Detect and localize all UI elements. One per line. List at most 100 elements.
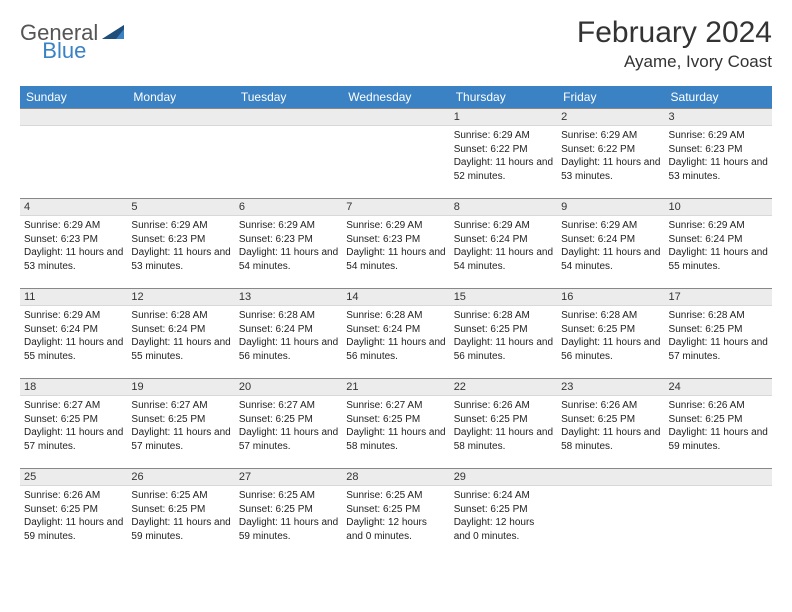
- day-number: 2: [557, 108, 664, 126]
- day-number: [665, 468, 772, 486]
- calendar-cell: 19Sunrise: 6:27 AMSunset: 6:25 PMDayligh…: [127, 378, 234, 468]
- sunrise-text: Sunrise: 6:29 AM: [24, 219, 123, 233]
- day-number: 22: [450, 378, 557, 396]
- day-content: Sunrise: 6:28 AMSunset: 6:24 PMDaylight:…: [342, 306, 449, 369]
- dayname-sun: Sunday: [20, 86, 127, 108]
- dayname-tue: Tuesday: [235, 86, 342, 108]
- day-number: 10: [665, 198, 772, 216]
- sunset-text: Sunset: 6:23 PM: [669, 143, 768, 157]
- sunset-text: Sunset: 6:25 PM: [239, 413, 338, 427]
- calendar-row: 11Sunrise: 6:29 AMSunset: 6:24 PMDayligh…: [20, 288, 772, 378]
- calendar-cell: 4Sunrise: 6:29 AMSunset: 6:23 PMDaylight…: [20, 198, 127, 288]
- sunrise-text: Sunrise: 6:28 AM: [669, 309, 768, 323]
- day-number: 20: [235, 378, 342, 396]
- daylight-text: Daylight: 11 hours and 53 minutes.: [669, 156, 768, 183]
- daylight-text: Daylight: 11 hours and 52 minutes.: [454, 156, 553, 183]
- daylight-text: Daylight: 11 hours and 57 minutes.: [669, 336, 768, 363]
- sunrise-text: Sunrise: 6:27 AM: [24, 399, 123, 413]
- calendar-table: Sunday Monday Tuesday Wednesday Thursday…: [20, 86, 772, 558]
- sunrise-text: Sunrise: 6:26 AM: [669, 399, 768, 413]
- daylight-text: Daylight: 11 hours and 58 minutes.: [561, 426, 660, 453]
- calendar-cell: 12Sunrise: 6:28 AMSunset: 6:24 PMDayligh…: [127, 288, 234, 378]
- day-content: Sunrise: 6:27 AMSunset: 6:25 PMDaylight:…: [20, 396, 127, 459]
- calendar-row: 25Sunrise: 6:26 AMSunset: 6:25 PMDayligh…: [20, 468, 772, 558]
- sunrise-text: Sunrise: 6:28 AM: [131, 309, 230, 323]
- calendar-cell: 1Sunrise: 6:29 AMSunset: 6:22 PMDaylight…: [450, 108, 557, 198]
- sunrise-text: Sunrise: 6:26 AM: [24, 489, 123, 503]
- sunset-text: Sunset: 6:23 PM: [239, 233, 338, 247]
- daylight-text: Daylight: 11 hours and 54 minutes.: [561, 246, 660, 273]
- day-number: 7: [342, 198, 449, 216]
- calendar-cell: 16Sunrise: 6:28 AMSunset: 6:25 PMDayligh…: [557, 288, 664, 378]
- day-content: Sunrise: 6:28 AMSunset: 6:24 PMDaylight:…: [127, 306, 234, 369]
- sunset-text: Sunset: 6:25 PM: [561, 413, 660, 427]
- daylight-text: Daylight: 11 hours and 54 minutes.: [239, 246, 338, 273]
- daylight-text: Daylight: 11 hours and 54 minutes.: [346, 246, 445, 273]
- location-label: Ayame, Ivory Coast: [577, 52, 772, 72]
- calendar-cell: 8Sunrise: 6:29 AMSunset: 6:24 PMDaylight…: [450, 198, 557, 288]
- sunset-text: Sunset: 6:25 PM: [131, 503, 230, 517]
- calendar-cell: 11Sunrise: 6:29 AMSunset: 6:24 PMDayligh…: [20, 288, 127, 378]
- sunrise-text: Sunrise: 6:29 AM: [669, 129, 768, 143]
- day-number: 27: [235, 468, 342, 486]
- day-content: Sunrise: 6:27 AMSunset: 6:25 PMDaylight:…: [127, 396, 234, 459]
- sunset-text: Sunset: 6:24 PM: [239, 323, 338, 337]
- sunrise-text: Sunrise: 6:25 AM: [239, 489, 338, 503]
- day-number: 28: [342, 468, 449, 486]
- day-content: Sunrise: 6:24 AMSunset: 6:25 PMDaylight:…: [450, 486, 557, 549]
- day-content: Sunrise: 6:26 AMSunset: 6:25 PMDaylight:…: [450, 396, 557, 459]
- calendar-cell: 24 Sunrise: 6:26 AMSunset: 6:25 PMDayligh…: [665, 378, 772, 468]
- sunset-text: Sunset: 6:25 PM: [131, 413, 230, 427]
- dayname-thu: Thursday: [450, 86, 557, 108]
- day-content: Sunrise: 6:28 AMSunset: 6:25 PMDaylight:…: [557, 306, 664, 369]
- day-number: 5: [127, 198, 234, 216]
- calendar-cell: 7Sunrise: 6:29 AMSunset: 6:23 PMDaylight…: [342, 198, 449, 288]
- daylight-text: Daylight: 11 hours and 58 minutes.: [346, 426, 445, 453]
- sunset-text: Sunset: 6:25 PM: [669, 413, 768, 427]
- sunset-text: Sunset: 6:24 PM: [561, 233, 660, 247]
- day-number: [20, 108, 127, 126]
- day-number: 18: [20, 378, 127, 396]
- header: General Blue February 2024 Ayame, Ivory …: [20, 16, 772, 72]
- daylight-text: Daylight: 11 hours and 55 minutes.: [24, 336, 123, 363]
- sunrise-text: Sunrise: 6:28 AM: [561, 309, 660, 323]
- daylight-text: Daylight: 11 hours and 59 minutes.: [669, 426, 768, 453]
- sunrise-text: Sunrise: 6:25 AM: [346, 489, 445, 503]
- calendar-cell: 26Sunrise: 6:25 AMSunset: 6:25 PMDayligh…: [127, 468, 234, 558]
- day-number: [557, 468, 664, 486]
- sunset-text: Sunset: 6:25 PM: [239, 503, 338, 517]
- calendar-cell: 18Sunrise: 6:27 AMSunset: 6:25 PMDayligh…: [20, 378, 127, 468]
- day-number: 15: [450, 288, 557, 306]
- calendar-row: 1Sunrise: 6:29 AMSunset: 6:22 PMDaylight…: [20, 108, 772, 198]
- day-content: Sunrise: 6:29 AMSunset: 6:22 PMDaylight:…: [450, 126, 557, 189]
- day-number: 4: [20, 198, 127, 216]
- daylight-text: Daylight: 11 hours and 58 minutes.: [454, 426, 553, 453]
- day-number: 24: [665, 378, 772, 396]
- dayname-mon: Monday: [127, 86, 234, 108]
- calendar-cell: 27Sunrise: 6:25 AMSunset: 6:25 PMDayligh…: [235, 468, 342, 558]
- sunset-text: Sunset: 6:25 PM: [24, 503, 123, 517]
- sunrise-text: Sunrise: 6:29 AM: [561, 219, 660, 233]
- sunset-text: Sunset: 6:24 PM: [131, 323, 230, 337]
- sunrise-text: Sunrise: 6:29 AM: [454, 129, 553, 143]
- calendar-cell: 25Sunrise: 6:26 AMSunset: 6:25 PMDayligh…: [20, 468, 127, 558]
- daylight-text: Daylight: 11 hours and 56 minutes.: [454, 336, 553, 363]
- sunset-text: Sunset: 6:23 PM: [24, 233, 123, 247]
- day-content: Sunrise: 6:29 AMSunset: 6:23 PMDaylight:…: [235, 216, 342, 279]
- sunset-text: Sunset: 6:22 PM: [561, 143, 660, 157]
- day-number: 12: [127, 288, 234, 306]
- calendar-cell: 6Sunrise: 6:29 AMSunset: 6:23 PMDaylight…: [235, 198, 342, 288]
- calendar-row: 18Sunrise: 6:27 AMSunset: 6:25 PMDayligh…: [20, 378, 772, 468]
- sunrise-text: Sunrise: 6:29 AM: [454, 219, 553, 233]
- day-number: 11: [20, 288, 127, 306]
- day-number: 19: [127, 378, 234, 396]
- calendar-cell: 14Sunrise: 6:28 AMSunset: 6:24 PMDayligh…: [342, 288, 449, 378]
- dayname-fri: Friday: [557, 86, 664, 108]
- daylight-text: Daylight: 11 hours and 56 minutes.: [239, 336, 338, 363]
- dayname-row: Sunday Monday Tuesday Wednesday Thursday…: [20, 86, 772, 108]
- daylight-text: Daylight: 11 hours and 55 minutes.: [669, 246, 768, 273]
- sunrise-text: Sunrise: 6:26 AM: [454, 399, 553, 413]
- calendar-cell: 28Sunrise: 6:25 AMSunset: 6:25 PMDayligh…: [342, 468, 449, 558]
- day-number: 1: [450, 108, 557, 126]
- calendar-cell: 22Sunrise: 6:26 AMSunset: 6:25 PMDayligh…: [450, 378, 557, 468]
